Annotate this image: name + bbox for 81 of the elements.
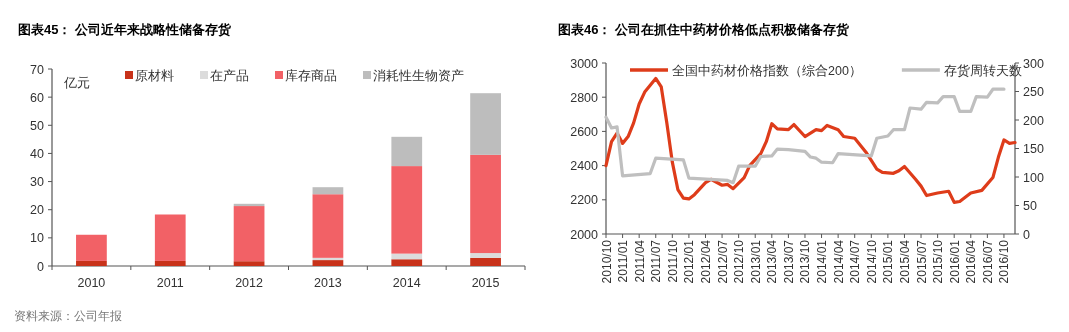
y-tick-label: 50 [30,118,45,133]
bar [391,136,423,167]
x-tick-label: 2016/01 [947,239,962,284]
legend-label: 在产品 [210,69,249,83]
y-tick-label: 0 [37,259,45,274]
x-tick-label: 2013/07 [781,239,796,284]
legend-label: 存货周转天数 [943,63,1022,78]
x-tick-label: 2013/01 [748,239,763,284]
bar [76,260,107,266]
y2-tick-label: 0 [1023,227,1030,242]
y-tick-label: 10 [30,231,45,246]
y-tick-label: 3000 [570,56,599,71]
x-tick-label: 2015/07 [914,239,929,284]
x-tick-label: 2016/07 [980,239,995,284]
x-tick-label: 2016/04 [964,239,979,284]
x-tick-label: 2011/10 [665,239,680,283]
x-tick-label: 2014/01 [815,239,830,284]
x-tick-label: 2011/04 [632,239,647,283]
bar [312,187,344,195]
chart-title: 图表45： 公司近年来战略性储备存货 [18,22,233,37]
y-tick-label: 60 [30,90,45,105]
y2-tick-label: 150 [1023,142,1044,156]
y2-tick-label: 50 [1023,199,1037,213]
x-tick-label: 2014/07 [848,239,863,284]
x-tick-label: 2013/10 [798,239,813,284]
y2-tick-label: 250 [1023,85,1044,99]
bar [312,260,344,266]
bar [76,234,107,261]
bar [233,261,265,266]
x-tick-label: 2011 [156,276,184,290]
bar [391,253,423,260]
x-tick-label: 2015/01 [881,239,896,284]
x-tick-label: 2014/04 [831,239,846,284]
bar [154,260,186,266]
line-series [604,76,1017,204]
y-tick-label: 70 [30,62,45,77]
x-tick-label: 2016/10 [997,239,1012,284]
line-series [604,87,1006,185]
y2-tick-label: 100 [1023,170,1044,185]
y2-tick-label: 300 [1023,56,1044,71]
bar [470,253,501,258]
bar [470,93,501,155]
x-tick-label: 2012 [235,276,264,290]
x-tick-label: 2010 [77,276,106,290]
legend-label: 库存商品 [285,69,337,83]
x-tick-label: 2014 [392,276,421,290]
x-tick-label: 2012/07 [715,239,730,284]
y-tick-label: 2800 [570,90,599,105]
y-tick-label: 2000 [570,227,599,242]
bar [470,257,501,266]
x-tick-label: 2014/10 [864,239,879,284]
y-tick-label: 2600 [570,124,599,139]
x-tick-label: 2011/07 [649,239,664,283]
y2-tick-label: 200 [1023,113,1044,128]
bar [233,206,265,262]
x-tick-label: 2012/04 [698,239,713,284]
bar [312,194,344,258]
x-tick-label: 2015 [471,276,500,290]
x-tick-label: 2013 [314,276,342,290]
chart-title: 图表46： 公司在抓住中药材价格低点积极储备存货 [558,22,851,37]
x-tick-label: 2012/10 [732,239,747,284]
y-tick-label: 2400 [570,159,599,174]
legend-label: 原材料 [135,69,174,83]
bar [391,166,423,254]
y-axis-title: 亿元 [63,75,90,90]
x-tick-label: 2015/10 [931,239,946,284]
y-tick-label: 2200 [570,193,599,208]
bar [391,259,423,266]
x-tick-label: 2013/04 [765,239,780,284]
text: 资料来源：公司年报 [14,309,122,323]
y-tick-label: 40 [30,146,45,161]
x-tick-label: 2012/01 [682,239,697,284]
bar [154,214,186,261]
legend-label: 消耗性生物资产 [373,69,464,83]
x-tick-label: 2010/10 [599,239,614,284]
x-tick-label: 2011/01 [616,239,631,283]
y-tick-label: 30 [30,175,45,190]
y-tick-label: 20 [30,203,45,218]
legend-label: 全国中药材价格指数（综合200） [672,63,862,78]
bar [470,154,501,254]
x-tick-label: 2015/04 [897,239,912,284]
